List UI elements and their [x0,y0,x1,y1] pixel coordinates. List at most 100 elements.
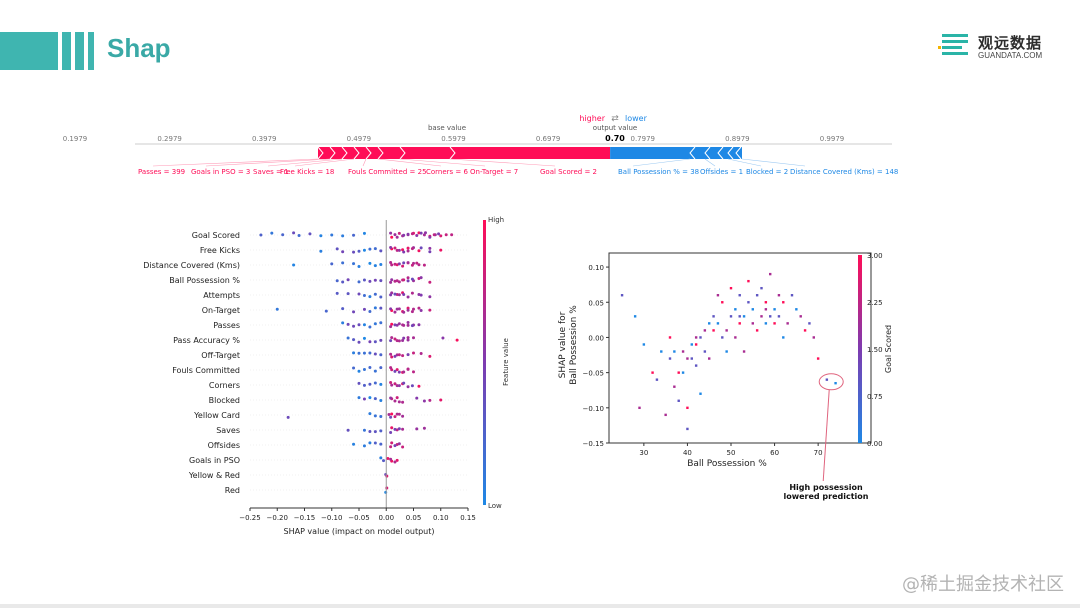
summary-point [419,246,423,250]
dependence-y-tick-label: −0.15 [583,440,604,448]
summary-x-tick-label: 0.05 [406,514,422,522]
summary-point [417,306,421,310]
dependence-y-tick-label: 0.00 [588,334,604,342]
dependence-point [777,315,781,318]
summary-feature-label: Goals in PSO [189,456,240,465]
summary-point [401,427,405,431]
dependence-x-tick-label: 30 [639,449,648,457]
summary-point [379,279,383,283]
summary-feature-label: Attempts [203,291,240,300]
force-negative-chevron [689,146,696,160]
force-tick-label: 0.9979 [820,135,845,143]
summary-point [395,339,399,343]
summary-point [379,306,383,310]
dependence-colorbar-label: Goal Scored [884,325,893,373]
summary-point [379,366,383,370]
dependence-point [825,378,829,381]
summary-feature-label: Goal Scored [192,231,240,240]
slide-title: Shap [107,33,171,63]
summary-point [397,231,401,235]
summary-point [406,385,410,389]
dependence-colorbar-tick-label: 3.00 [867,252,883,260]
dependence-point [734,308,737,311]
summary-x-tick-label: −0.05 [348,514,369,522]
summary-point [390,355,394,359]
summary-point [362,323,366,327]
summary-point [406,295,410,299]
summary-point [397,293,401,297]
summary-point [417,384,421,388]
force-tick-label: 0.3979 [252,135,277,143]
summary-point [389,246,393,250]
summary-point [390,383,394,387]
dependence-point [708,322,711,325]
force-positive-feature: On-Target = 7 [470,168,518,176]
dependence-point [721,301,724,304]
summary-point [292,231,296,235]
summary-feature-label: Pass Accuracy % [173,336,240,345]
summary-x-tick-label: −0.15 [294,514,315,522]
dependence-point [816,357,820,360]
dependence-annotation-line2: lowered prediction [783,492,868,501]
summary-point [389,396,393,400]
dependence-point [790,294,794,297]
summary-point [379,414,383,418]
summary-point [389,445,393,449]
summary-point [373,247,377,251]
summary-point [415,234,419,238]
dependence-point [651,371,654,374]
dependence-y-tick-label: −0.05 [583,370,604,378]
summary-point [410,291,414,295]
dependence-colorbar-tick-label: 0.00 [867,440,883,448]
force-positive-chevron [365,146,372,160]
summary-point [397,339,401,343]
bottom-border [0,604,1080,608]
summary-point [410,384,414,388]
dependence-x-label: Ball Possession % [687,459,767,469]
dependence-point [803,329,807,332]
summary-colorbar [483,220,486,505]
dependence-point [620,294,624,297]
summary-point [346,336,350,340]
summary-point [410,247,414,251]
summary-point [406,323,410,327]
summary-point [362,351,366,355]
summary-point [441,336,445,340]
summary-point [357,292,361,296]
dependence-point [742,315,746,318]
force-positive-chevron [399,146,406,160]
dependence-point [694,343,698,346]
dependence-y-tick-label: −0.10 [583,405,604,413]
summary-point [389,415,393,419]
summary-point [402,323,406,327]
force-tick-label: 0.2979 [157,135,182,143]
summary-point [357,381,361,385]
summary-point [393,354,397,358]
dependence-point [751,322,754,325]
summary-point [389,261,393,265]
dependence-point [686,427,689,431]
dependence-y-label-1: SHAP value for [558,311,568,378]
force-positive-bar [318,147,611,159]
force-positive-connector [362,158,367,167]
dependence-x-tick-label: 60 [770,449,779,457]
summary-point [373,430,377,434]
summary-point [397,442,401,446]
dependence-point [795,308,798,311]
summary-point [379,429,383,433]
dependence-point [694,364,698,367]
dependence-point [782,336,785,339]
summary-x-tick-label: 0.10 [433,514,449,522]
summary-point [417,249,421,253]
summary-point [395,248,399,252]
summary-point [428,354,432,358]
summary-point [379,442,383,446]
summary-point [324,309,328,313]
summary-point [346,322,350,326]
dependence-point [773,308,776,311]
summary-point [393,246,397,250]
summary-point [393,382,397,386]
summary-point [401,354,405,358]
summary-point [393,337,397,341]
summary-feature-label: Offsides [208,441,240,450]
